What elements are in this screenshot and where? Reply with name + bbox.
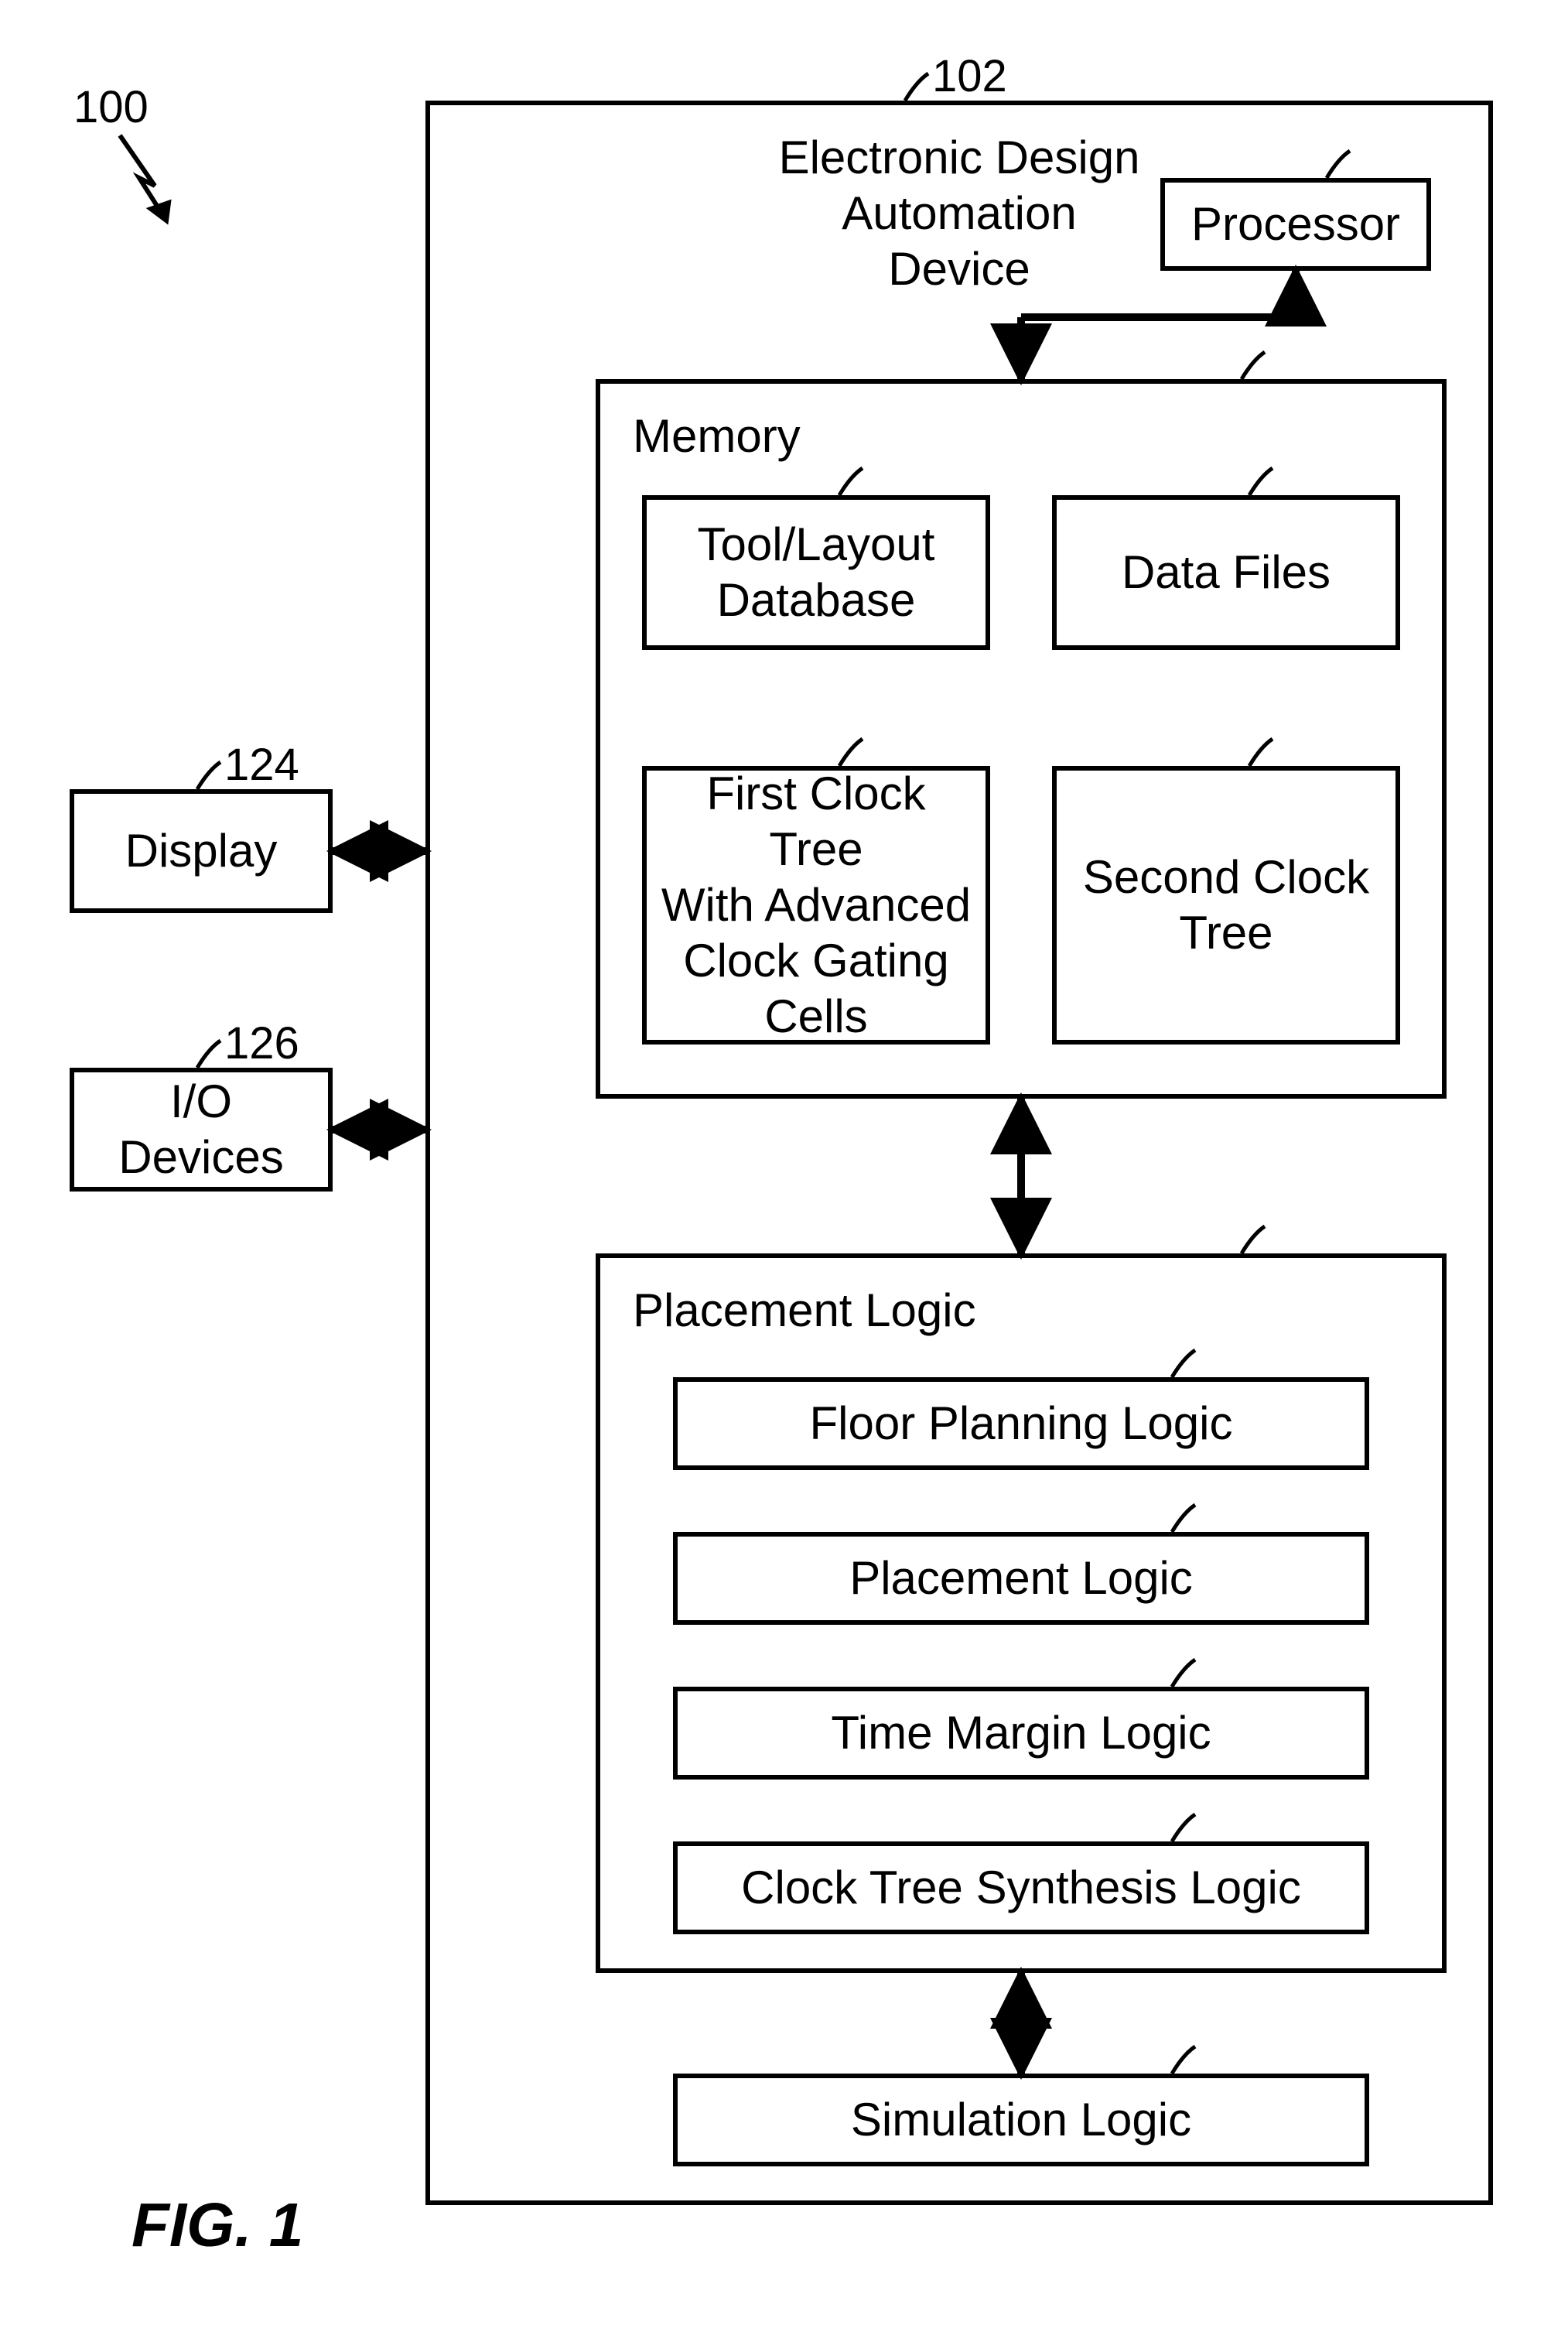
io-devices-label: I/O Devices <box>84 1074 319 1185</box>
placement-logic-container-label: Placement Logic <box>610 1267 976 1339</box>
ref-io-devices: 126 <box>224 1017 299 1069</box>
simulation-box: Simulation Logic <box>673 2074 1369 2166</box>
floor-planning-box: Floor Planning Logic <box>673 1377 1369 1470</box>
simulation-label: Simulation Logic <box>851 2092 1191 2148</box>
processor-box: Processor <box>1160 178 1431 271</box>
placement-logic-box: Placement Logic <box>673 1532 1369 1625</box>
ref-display: 124 <box>224 739 299 791</box>
second-clock-box: Second Clock Tree <box>1052 766 1400 1045</box>
data-files-label: Data Files <box>1122 545 1331 600</box>
display-box: Display <box>70 789 333 913</box>
placement-logic-label: Placement Logic <box>849 1551 1193 1606</box>
first-clock-box: First Clock Tree With Advanced Clock Gat… <box>642 766 990 1045</box>
diagram-canvas: Electronic Design Automation Device Proc… <box>0 0 1568 2325</box>
data-files-box: Data Files <box>1052 495 1400 650</box>
first-clock-label: First Clock Tree With Advanced Clock Gat… <box>656 766 976 1045</box>
processor-label: Processor <box>1191 197 1400 252</box>
display-label: Display <box>125 823 278 879</box>
time-margin-box: Time Margin Logic <box>673 1687 1369 1780</box>
io-devices-box: I/O Devices <box>70 1068 333 1192</box>
clock-synth-label: Clock Tree Synthesis Logic <box>741 1860 1301 1916</box>
ref-overall: 100 <box>73 81 149 133</box>
time-margin-label: Time Margin Logic <box>831 1705 1211 1761</box>
tool-db-label: Tool/Layout Database <box>698 517 935 628</box>
tool-db-box: Tool/Layout Database <box>642 495 990 650</box>
memory-label: Memory <box>610 393 801 464</box>
floor-planning-label: Floor Planning Logic <box>809 1396 1232 1451</box>
device-label: Electronic Design Automation Device <box>779 115 1140 297</box>
second-clock-label: Second Clock Tree <box>1083 850 1369 961</box>
figure-label: FIG. 1 <box>132 2190 303 2261</box>
clock-synth-box: Clock Tree Synthesis Logic <box>673 1841 1369 1934</box>
ref-device: 102 <box>932 50 1007 102</box>
